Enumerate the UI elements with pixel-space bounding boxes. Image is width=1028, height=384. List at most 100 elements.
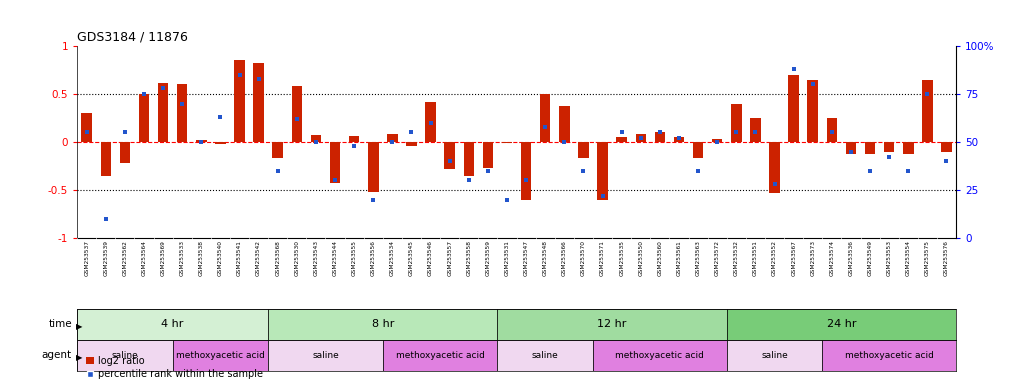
Text: GSM253568: GSM253568 (276, 240, 281, 276)
Text: GSM253534: GSM253534 (390, 240, 395, 276)
Bar (578, 142, 589, 158)
Bar (215, 142, 226, 144)
Bar (368, 142, 378, 192)
Point (861, 168, 878, 174)
Text: GSM253542: GSM253542 (256, 240, 261, 276)
Point (365, 197, 381, 203)
Point (116, 129, 133, 136)
Point (136, 91, 152, 97)
Text: saline: saline (111, 351, 138, 360)
Text: ▶: ▶ (76, 322, 82, 331)
Bar (807, 79, 818, 142)
Text: GSM253573: GSM253573 (810, 240, 815, 276)
Point (461, 177, 477, 184)
Text: saline: saline (761, 351, 787, 360)
Point (231, 72, 248, 78)
Text: 8 hr: 8 hr (372, 319, 394, 329)
Point (480, 168, 497, 174)
Bar (77, 340, 173, 371)
Text: GSM253575: GSM253575 (925, 240, 930, 276)
Bar (253, 63, 264, 142)
Bar (540, 94, 550, 142)
Text: GSM253530: GSM253530 (294, 240, 299, 276)
Point (193, 139, 210, 145)
Text: GSM253572: GSM253572 (714, 240, 720, 276)
Bar (196, 140, 207, 142)
Bar (498, 309, 727, 340)
Text: GSM253558: GSM253558 (467, 240, 471, 276)
Point (709, 139, 726, 145)
Text: GSM253566: GSM253566 (562, 240, 566, 276)
Text: GSM253543: GSM253543 (314, 240, 319, 276)
Bar (788, 75, 799, 142)
Bar (502, 142, 512, 143)
Text: GSM253531: GSM253531 (505, 240, 510, 276)
Bar (750, 118, 761, 142)
Text: GSM253563: GSM253563 (696, 240, 701, 276)
Bar (444, 142, 455, 169)
Text: GSM253548: GSM253548 (543, 240, 548, 276)
Text: 24 hr: 24 hr (827, 319, 856, 329)
Text: GSM253569: GSM253569 (160, 240, 166, 276)
Bar (727, 309, 956, 340)
Bar (903, 142, 914, 154)
Bar (521, 142, 531, 200)
Bar (769, 142, 780, 193)
Point (556, 139, 573, 145)
Point (652, 129, 668, 136)
Bar (922, 79, 932, 142)
Point (690, 168, 706, 174)
Bar (330, 142, 340, 184)
Point (518, 177, 535, 184)
Bar (464, 142, 474, 176)
Bar (884, 142, 894, 152)
Point (346, 143, 363, 149)
Text: GSM253576: GSM253576 (944, 240, 949, 276)
Point (881, 154, 897, 161)
Text: GSM253567: GSM253567 (792, 240, 796, 276)
Text: methoxyacetic acid: methoxyacetic acid (616, 351, 704, 360)
Text: GSM253571: GSM253571 (600, 240, 605, 276)
Text: GSM253550: GSM253550 (638, 240, 644, 276)
Point (843, 149, 859, 155)
Bar (593, 340, 727, 371)
Bar (693, 142, 703, 158)
Point (155, 85, 172, 91)
Point (423, 120, 439, 126)
Text: GSM253556: GSM253556 (371, 240, 376, 276)
Bar (827, 118, 837, 142)
Bar (268, 340, 382, 371)
Text: GSM253540: GSM253540 (218, 240, 223, 276)
Point (98, 216, 114, 222)
Bar (119, 142, 131, 163)
Text: GSM253538: GSM253538 (198, 240, 204, 276)
Point (594, 193, 611, 199)
Bar (158, 83, 169, 142)
Bar (727, 340, 822, 371)
Point (901, 168, 917, 174)
Bar (348, 136, 360, 142)
Bar (942, 142, 952, 152)
Text: GSM253564: GSM253564 (142, 240, 146, 276)
Text: GSM253574: GSM253574 (830, 240, 835, 276)
Bar (388, 134, 398, 142)
Text: GSM253570: GSM253570 (581, 240, 586, 276)
Text: GSM253536: GSM253536 (848, 240, 853, 276)
Text: GSM253546: GSM253546 (428, 240, 433, 276)
Text: GSM253554: GSM253554 (906, 240, 911, 276)
Text: GSM253547: GSM253547 (523, 240, 528, 276)
Bar (101, 142, 111, 176)
Point (728, 129, 744, 136)
Bar (292, 86, 302, 142)
Point (384, 139, 401, 145)
Point (823, 129, 840, 136)
Text: agent: agent (42, 350, 72, 360)
Text: GSM253559: GSM253559 (485, 240, 490, 276)
Point (805, 81, 821, 88)
Point (747, 129, 764, 136)
Point (78, 129, 95, 136)
Bar (77, 309, 268, 340)
Bar (597, 142, 608, 200)
Point (766, 181, 782, 187)
Text: GDS3184 / 11876: GDS3184 / 11876 (77, 30, 188, 43)
